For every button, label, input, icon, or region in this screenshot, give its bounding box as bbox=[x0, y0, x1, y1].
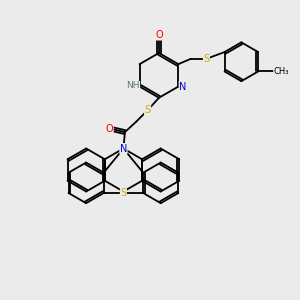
Text: NH: NH bbox=[126, 81, 140, 90]
Text: O: O bbox=[155, 30, 163, 40]
Text: N: N bbox=[179, 82, 187, 92]
Text: S: S bbox=[203, 54, 209, 64]
Text: N: N bbox=[120, 143, 127, 154]
Text: S: S bbox=[120, 188, 127, 198]
Text: S: S bbox=[145, 105, 151, 115]
Text: CH₃: CH₃ bbox=[274, 67, 289, 76]
Text: O: O bbox=[106, 124, 113, 134]
